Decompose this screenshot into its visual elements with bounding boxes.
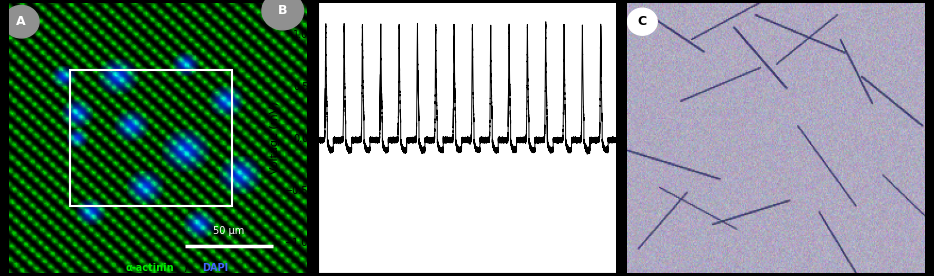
Circle shape [628, 8, 658, 35]
Y-axis label: Voltage (mV): Voltage (mV) [270, 102, 279, 174]
Text: DAPI: DAPI [202, 263, 228, 273]
Text: B: B [278, 4, 288, 17]
Text: C: C [638, 15, 647, 28]
Text: A: A [17, 15, 26, 28]
Circle shape [262, 0, 304, 30]
Bar [70, 70, 233, 206]
Text: α-actinin: α-actinin [125, 263, 174, 273]
Text: /: / [185, 263, 189, 273]
Text: 50 μm: 50 μm [213, 226, 245, 236]
Circle shape [4, 6, 39, 38]
